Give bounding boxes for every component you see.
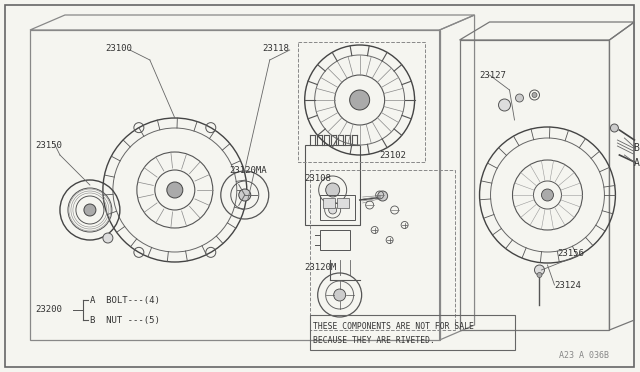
Text: 23150: 23150 [35,141,62,150]
Circle shape [534,265,545,275]
Bar [320,230,349,250]
Text: A23 A 036B: A23 A 036B [559,352,609,360]
Text: 23100: 23100 [105,44,132,52]
Circle shape [537,273,542,278]
Circle shape [515,94,524,102]
Bar [337,198,349,208]
Text: 23127: 23127 [479,71,506,80]
Text: B  NUT ---(5): B NUT ---(5) [90,315,160,324]
Circle shape [349,90,370,110]
Text: 23108: 23108 [305,173,332,183]
Text: 23124: 23124 [554,280,581,289]
Bar [323,198,335,208]
Circle shape [532,93,537,97]
Bar [298,42,424,162]
Bar [310,170,454,330]
Circle shape [329,206,337,214]
Circle shape [333,289,346,301]
Text: B: B [634,143,639,153]
Text: 23200: 23200 [35,305,62,314]
Circle shape [239,189,251,201]
Text: 23156: 23156 [557,248,584,257]
Text: A: A [634,158,639,168]
Circle shape [541,189,554,201]
Text: THESE COMPONENTS ARE NOT FOR SALE
BECAUSE THEY ARE RIVETED.: THESE COMPONENTS ARE NOT FOR SALE BECAUS… [313,322,474,345]
Circle shape [378,191,388,201]
Circle shape [167,182,183,198]
Circle shape [611,124,618,132]
Circle shape [84,204,96,216]
Circle shape [499,99,511,111]
Text: 23118: 23118 [263,44,290,52]
Text: A  BOLT---(4): A BOLT---(4) [90,295,160,305]
Text: 23120M: 23120M [305,263,337,273]
Bar [320,195,355,220]
Text: 23102: 23102 [380,151,406,160]
Circle shape [103,233,113,243]
Bar [310,315,515,350]
Text: 23120MA: 23120MA [230,166,268,174]
Circle shape [326,183,340,197]
